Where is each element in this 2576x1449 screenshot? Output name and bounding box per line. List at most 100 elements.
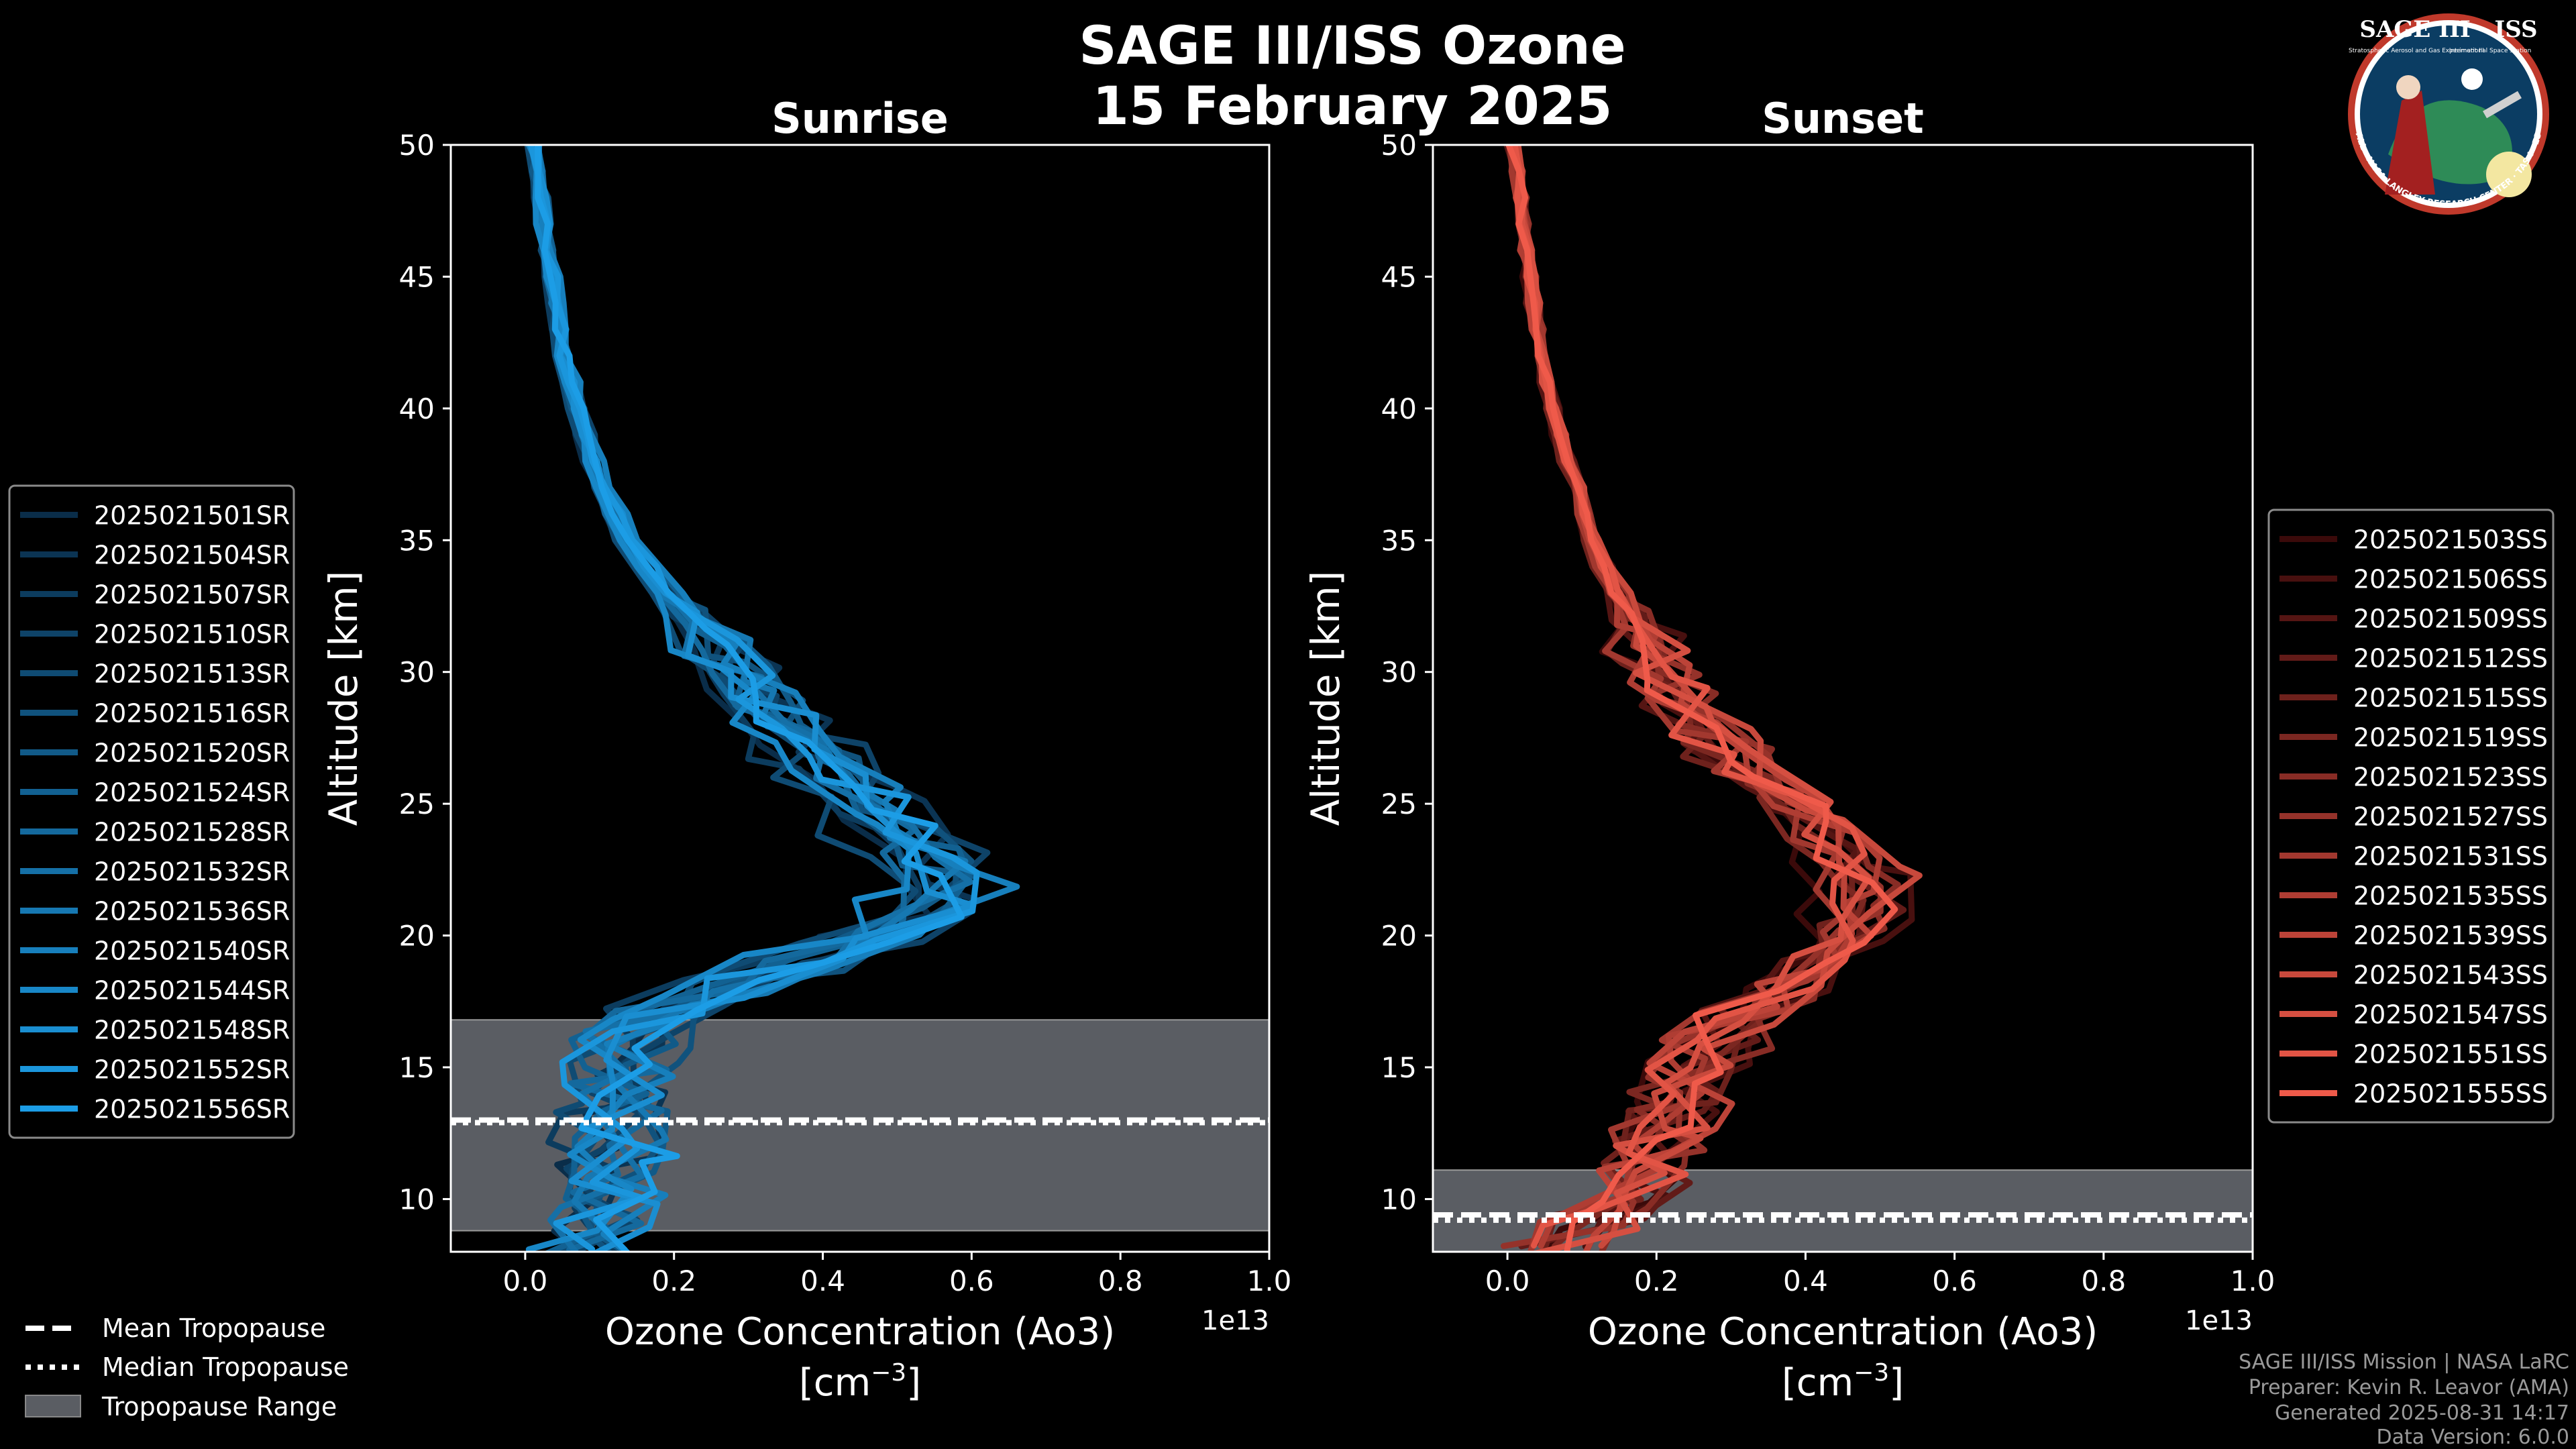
sunrise-legend-label: 2025021501SR: [94, 501, 290, 531]
sunrise-ytick-label: 45: [399, 260, 435, 293]
sunset-profile-2025021531SS: [1508, 145, 1843, 1252]
sunset-xtick-label: 0.4: [1783, 1265, 1828, 1297]
sunrise-x-multiplier: 1e13: [1201, 1305, 1269, 1336]
sunset-ytick-label: 25: [1381, 788, 1417, 820]
logo-small-text-right: International Space Station: [2449, 48, 2532, 54]
sunrise-legend-label: 2025021524SR: [94, 778, 290, 808]
sunrise-xtick-label: 0.2: [651, 1265, 696, 1297]
sunrise-xtick-label: 0.6: [949, 1265, 994, 1297]
sunrise-legend-label: 2025021520SR: [94, 739, 290, 768]
sunset-legend-label: 2025021531SS: [2353, 842, 2548, 871]
logo-sun: [2461, 68, 2483, 90]
logo-small-text-left: Stratospheric Aerosol and Gas Experiment…: [2349, 48, 2484, 54]
sunset-legend-label: 2025021527SS: [2353, 802, 2548, 832]
sunrise-legend-label: 2025021528SR: [94, 818, 290, 847]
sunset-xlabel-units-exp: −3: [1854, 1359, 1889, 1387]
sunset-ytick-label: 45: [1381, 260, 1417, 293]
sunrise-ytick-label: 20: [399, 920, 435, 953]
sunrise-legend-label: 2025021548SR: [94, 1016, 290, 1045]
sunset-xtick-label: 0.0: [1485, 1265, 1530, 1297]
sunrise-legend-label: 2025021540SR: [94, 936, 290, 966]
sunrise-ylabel: Altitude [km]: [321, 571, 366, 826]
logo-figure-robe: [2385, 91, 2435, 195]
sunrise-legend-box: [8, 484, 295, 1139]
sunset-xtick-label: 1.0: [2231, 1265, 2275, 1297]
footer-line2: Preparer: Kevin R. Leavor (AMA): [2249, 1376, 2569, 1399]
mean-tropopause-label: Mean Tropopause: [102, 1313, 325, 1343]
sunrise-legend-label: 2025021510SR: [94, 620, 290, 649]
sunset-legend-label: 2025021543SS: [2353, 961, 2548, 990]
sunset-profiles: [1501, 145, 1923, 1252]
sunset-legend-label: 2025021539SS: [2353, 921, 2548, 951]
sunset-legend-label: 2025021523SS: [2353, 763, 2548, 792]
sunset-ytick-label: 40: [1381, 392, 1417, 425]
sunrise-legend-label: 2025021516SR: [94, 699, 290, 729]
figure-title-line1: SAGE III/ISS Ozone: [1079, 16, 1625, 76]
sunrise-title: Sunrise: [771, 94, 949, 143]
sunrise-xtick-label: 1.0: [1247, 1265, 1292, 1297]
tropopause-range-swatch: [25, 1395, 81, 1417]
sunset-legend: 2025021503SS 2025021506SS 2025021509SS 2025…: [2267, 508, 2555, 1124]
sunset-title: Sunset: [1762, 94, 1924, 143]
footer-line4: Data Version: 6.0.0: [2377, 1426, 2569, 1449]
sunrise-profile-2025021552SR: [527, 145, 980, 1252]
sunrise-panel: 10 15 20 25 30 35 40 45 50 0.0 0.2 0.4 0.6 0.8 1.0 1e13…: [8, 94, 1292, 1405]
sunset-legend-label: 2025021555SS: [2353, 1079, 2548, 1109]
sunrise-legend-label: 2025021556SR: [94, 1095, 290, 1124]
sunset-legend-label: 2025021535SS: [2353, 881, 2548, 911]
sunrise-profile-2025021556SR: [534, 145, 965, 1252]
sunset-ylabel: Altitude [km]: [1303, 571, 1348, 826]
sunset-ytick-label: 20: [1381, 920, 1417, 953]
sunrise-xtick-label: 0.0: [503, 1265, 548, 1297]
sunrise-ytick-label: 15: [399, 1051, 435, 1084]
sunrise-profiles: [524, 145, 1020, 1252]
sunrise-ytick-label: 30: [399, 656, 435, 689]
sunrise-xlabel-units: [cm−3]: [799, 1359, 921, 1405]
sunrise-ytick-label: 25: [399, 788, 435, 820]
logo-moon: [2486, 152, 2532, 197]
footer-credits: SAGE III/ISS Mission | NASA LaRC Prepare…: [2239, 1350, 2569, 1449]
sunset-legend-label: 2025021515SS: [2353, 684, 2548, 713]
sunrise-legend-label: 2025021504SR: [94, 541, 290, 570]
sunset-xtick-label: 0.8: [2081, 1265, 2126, 1297]
logo-title: SAGE III · ISS: [2359, 16, 2537, 43]
sunset-xlabel-units: [cm−3]: [1782, 1359, 1904, 1405]
sunrise-ytick-label: 35: [399, 524, 435, 557]
sunset-panel: 10 15 20 25 30 35 40 45 50 0.0 0.2 0.4 0.6 0.8 1.0 1e13…: [1303, 94, 2555, 1405]
sunrise-axes-frame: [449, 144, 1271, 1253]
sunset-legend-label: 2025021509SS: [2353, 604, 2548, 634]
sunrise-xlabel-units-open: [cm: [799, 1361, 871, 1405]
sunset-xlabel-units-close: ]: [1889, 1361, 1904, 1405]
sunrise-xtick-label: 0.4: [800, 1265, 845, 1297]
tropopause-legend: Mean Tropopause Median Tropopause Tropop…: [25, 1313, 349, 1421]
sunset-xlabel-units-open: [cm: [1782, 1361, 1854, 1405]
sunset-legend-label: 2025021551SS: [2353, 1040, 2548, 1069]
footer-line1: SAGE III/ISS Mission | NASA LaRC: [2239, 1350, 2569, 1374]
sunset-legend-box: [2267, 508, 2555, 1124]
sunset-x-multiplier: 1e13: [2185, 1305, 2253, 1336]
sunset-ytick-label: 15: [1381, 1051, 1417, 1084]
sunset-legend-label: 2025021506SS: [2353, 565, 2548, 594]
sunrise-ytick-label: 50: [399, 129, 435, 162]
sunset-axes-frame: [1432, 144, 2254, 1253]
sunset-ytick-label: 50: [1381, 129, 1417, 162]
sunrise-legend: 2025021501SR 2025021504SR 2025021507SR 2025…: [8, 484, 295, 1139]
logo-station: [2483, 91, 2522, 119]
sunset-xtick-label: 0.2: [1634, 1265, 1679, 1297]
sunrise-legend-label: 2025021536SR: [94, 897, 290, 926]
logo-figure-head: [2396, 75, 2420, 99]
sunset-legend-label: 2025021519SS: [2353, 723, 2548, 753]
sunset-legend-label: 2025021503SS: [2353, 525, 2548, 555]
sunset-xlabel: Ozone Concentration (Ao3): [1588, 1310, 2098, 1354]
sunset-legend-label: 2025021512SS: [2353, 644, 2548, 674]
median-tropopause-label: Median Tropopause: [102, 1352, 349, 1382]
footer-line3: Generated 2025-08-31 14:17: [2275, 1401, 2569, 1425]
sunset-ytick-label: 10: [1381, 1183, 1417, 1216]
tropopause-range-label: Tropopause Range: [101, 1392, 337, 1421]
sunset-ytick-label: 30: [1381, 656, 1417, 689]
sunset-xtick-label: 0.6: [1932, 1265, 1977, 1297]
sunrise-xlabel-units-close: ]: [906, 1361, 921, 1405]
sunrise-legend-label: 2025021552SR: [94, 1055, 290, 1085]
sunrise-xtick-label: 0.8: [1098, 1265, 1143, 1297]
